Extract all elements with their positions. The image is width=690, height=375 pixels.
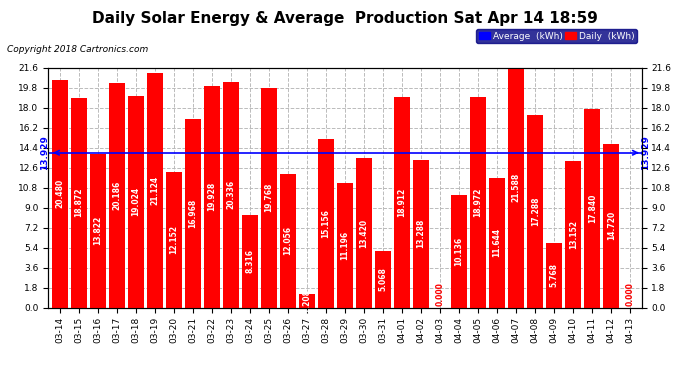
Bar [584,109,600,307]
Bar [204,86,220,308]
Text: 20.480: 20.480 [55,179,64,209]
Bar [337,183,353,308]
Legend: Average  (kWh), Daily  (kWh): Average (kWh), Daily (kWh) [477,29,637,43]
Text: 11.644: 11.644 [493,228,502,257]
Text: 16.968: 16.968 [188,199,197,228]
Text: 13.929: 13.929 [641,135,650,170]
Text: 12.056: 12.056 [284,226,293,255]
Text: 5.068: 5.068 [379,267,388,291]
Bar [299,294,315,307]
Text: 20.186: 20.186 [112,181,121,210]
Text: 13.152: 13.152 [569,220,578,249]
Text: 18.872: 18.872 [75,188,83,218]
Bar [489,178,505,308]
Text: 14.720: 14.720 [607,211,615,240]
Bar [70,98,87,308]
Bar [128,96,144,308]
Bar [508,68,524,308]
Text: 17.288: 17.288 [531,197,540,226]
Text: 5.768: 5.768 [550,264,559,288]
Text: 17.840: 17.840 [588,194,597,223]
Bar [52,80,68,308]
Bar [470,97,486,308]
Bar [185,119,201,308]
Text: 8.316: 8.316 [246,249,255,273]
Bar [603,144,620,308]
Bar [90,154,106,308]
Bar [413,160,429,308]
Text: 10.136: 10.136 [455,237,464,266]
Bar [280,174,296,308]
Text: 19.768: 19.768 [264,183,273,212]
Text: Daily Solar Energy & Average  Production Sat Apr 14 18:59: Daily Solar Energy & Average Production … [92,11,598,26]
Bar [109,83,125,308]
Text: 11.196: 11.196 [340,231,350,260]
Text: 19.928: 19.928 [208,182,217,212]
Bar [451,195,467,308]
Text: 13.822: 13.822 [93,216,102,245]
Text: 0.000: 0.000 [626,282,635,306]
Text: 13.420: 13.420 [359,218,368,248]
Bar [318,139,334,308]
Bar [223,81,239,308]
Text: Copyright 2018 Cartronics.com: Copyright 2018 Cartronics.com [7,45,148,54]
Text: 19.024: 19.024 [131,187,140,216]
Text: 21.124: 21.124 [150,176,159,205]
Bar [356,158,372,308]
Bar [166,172,182,308]
Bar [375,251,391,308]
Bar [261,88,277,308]
Text: 1.208: 1.208 [302,289,311,313]
Bar [394,98,410,308]
Text: 20.336: 20.336 [226,180,235,209]
Text: 15.156: 15.156 [322,209,331,238]
Bar [241,215,258,308]
Bar [527,116,543,308]
Bar [565,161,581,308]
Text: 18.972: 18.972 [473,188,482,217]
Text: 18.912: 18.912 [397,188,406,217]
Text: 0.000: 0.000 [435,282,444,306]
Bar [147,73,163,308]
Text: 21.588: 21.588 [512,173,521,202]
Bar [546,243,562,308]
Text: 12.152: 12.152 [169,225,178,255]
Text: 13.288: 13.288 [417,219,426,248]
Text: 13.929: 13.929 [40,135,49,170]
